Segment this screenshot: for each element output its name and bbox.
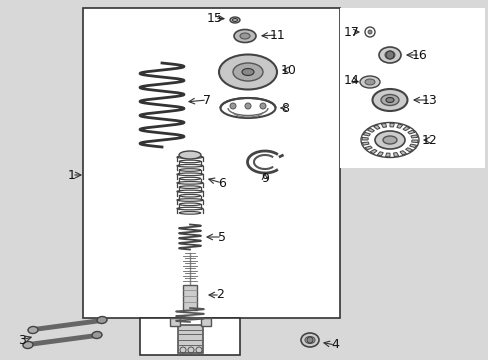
Text: 12: 12: [421, 134, 437, 147]
Polygon shape: [405, 148, 412, 152]
Polygon shape: [396, 124, 402, 128]
Text: 8: 8: [281, 102, 288, 114]
Ellipse shape: [378, 47, 400, 63]
Ellipse shape: [219, 54, 276, 90]
Ellipse shape: [374, 131, 404, 149]
Polygon shape: [409, 144, 416, 148]
Text: 14: 14: [344, 73, 359, 86]
Circle shape: [306, 337, 312, 343]
Ellipse shape: [242, 68, 253, 76]
Polygon shape: [407, 130, 414, 134]
Polygon shape: [402, 126, 409, 131]
Ellipse shape: [28, 327, 38, 333]
Ellipse shape: [384, 51, 394, 59]
Ellipse shape: [364, 79, 374, 85]
Text: 11: 11: [269, 28, 285, 41]
Text: 7: 7: [203, 94, 210, 107]
Ellipse shape: [23, 342, 33, 348]
Text: 3: 3: [18, 333, 26, 346]
Text: 16: 16: [411, 49, 427, 62]
Ellipse shape: [372, 89, 407, 111]
Polygon shape: [365, 146, 371, 150]
Ellipse shape: [382, 136, 396, 144]
Text: 13: 13: [421, 94, 437, 107]
Polygon shape: [377, 152, 383, 156]
Ellipse shape: [380, 95, 398, 105]
Polygon shape: [410, 135, 417, 138]
Polygon shape: [393, 153, 398, 157]
Text: 9: 9: [261, 171, 268, 185]
Polygon shape: [373, 125, 379, 129]
Polygon shape: [381, 123, 386, 127]
Ellipse shape: [92, 332, 102, 338]
Text: 6: 6: [218, 176, 225, 189]
Text: 10: 10: [281, 63, 296, 77]
Bar: [83, 8, 339, 318]
Ellipse shape: [305, 337, 314, 343]
Ellipse shape: [229, 17, 240, 23]
Ellipse shape: [97, 316, 107, 324]
Ellipse shape: [359, 76, 379, 88]
Text: 17: 17: [344, 26, 359, 39]
Polygon shape: [362, 142, 368, 145]
Text: 2: 2: [216, 288, 224, 302]
Polygon shape: [411, 140, 417, 143]
Bar: [170, 318, 180, 326]
Polygon shape: [361, 138, 367, 140]
Text: 1: 1: [68, 168, 76, 181]
Polygon shape: [385, 153, 389, 157]
Bar: [201, 318, 210, 326]
Circle shape: [260, 103, 265, 109]
Bar: [178, 325, 203, 353]
Bar: [183, 285, 197, 310]
Ellipse shape: [179, 151, 201, 159]
Polygon shape: [389, 123, 394, 127]
Circle shape: [367, 30, 371, 34]
Ellipse shape: [240, 33, 249, 39]
Polygon shape: [366, 128, 374, 132]
Ellipse shape: [234, 30, 256, 42]
Text: 15: 15: [206, 12, 223, 24]
Text: 4: 4: [330, 338, 338, 351]
Ellipse shape: [232, 63, 263, 81]
Text: 5: 5: [218, 230, 225, 243]
Circle shape: [229, 103, 236, 109]
Polygon shape: [363, 132, 369, 136]
Polygon shape: [369, 149, 376, 154]
Ellipse shape: [385, 98, 393, 103]
Ellipse shape: [301, 333, 318, 347]
Bar: [140, 318, 240, 355]
Bar: [339, 8, 484, 168]
Circle shape: [385, 51, 393, 59]
Polygon shape: [399, 151, 406, 155]
Circle shape: [244, 103, 250, 109]
